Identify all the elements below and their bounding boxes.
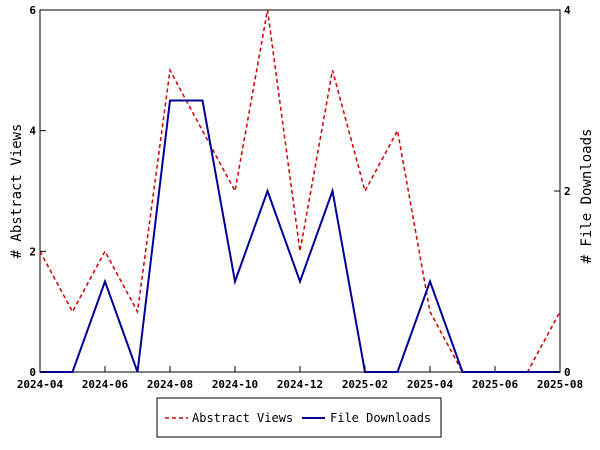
- x-tick-label: 2024-08: [147, 378, 193, 391]
- y-tick-label: 0: [29, 366, 36, 379]
- x-tick-label: 2024-10: [212, 378, 258, 391]
- x-tick-label: 2024-12: [277, 378, 323, 391]
- y-tick-label: 4: [29, 125, 36, 138]
- x-tick-label: 2025-04: [407, 378, 454, 391]
- x-tick-label: 2024-06: [82, 378, 129, 391]
- y-tick-label: 6: [29, 4, 36, 17]
- y2-tick-label: 2: [564, 185, 571, 198]
- y-axis-title: # Abstract Views: [9, 124, 25, 259]
- legend: Abstract Views File Downloads: [156, 397, 442, 438]
- legend-label-file-downloads: File Downloads: [330, 411, 431, 425]
- x-tick-label: 2025-08: [537, 378, 583, 391]
- legend-label-abstract-views: Abstract Views: [192, 411, 293, 425]
- y2-tick-label: 4: [564, 4, 571, 17]
- y2-tick-label: 0: [564, 366, 571, 379]
- y2-axis-title: # File Downloads: [579, 129, 595, 264]
- y-tick-label: 2: [29, 245, 36, 258]
- plot-area: [39, 9, 561, 373]
- legend-box: [156, 397, 442, 438]
- x-tick-label: 2025-02: [342, 378, 388, 391]
- series-line-file-downloads: [40, 99, 560, 373]
- x-tick-label: 2024-04: [17, 378, 64, 391]
- x-tick-label: 2025-06: [472, 378, 519, 391]
